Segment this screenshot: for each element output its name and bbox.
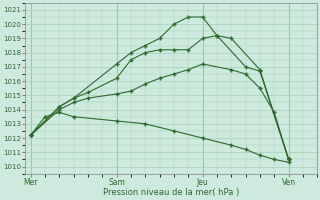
X-axis label: Pression niveau de la mer( hPa ): Pression niveau de la mer( hPa ) (103, 188, 239, 197)
